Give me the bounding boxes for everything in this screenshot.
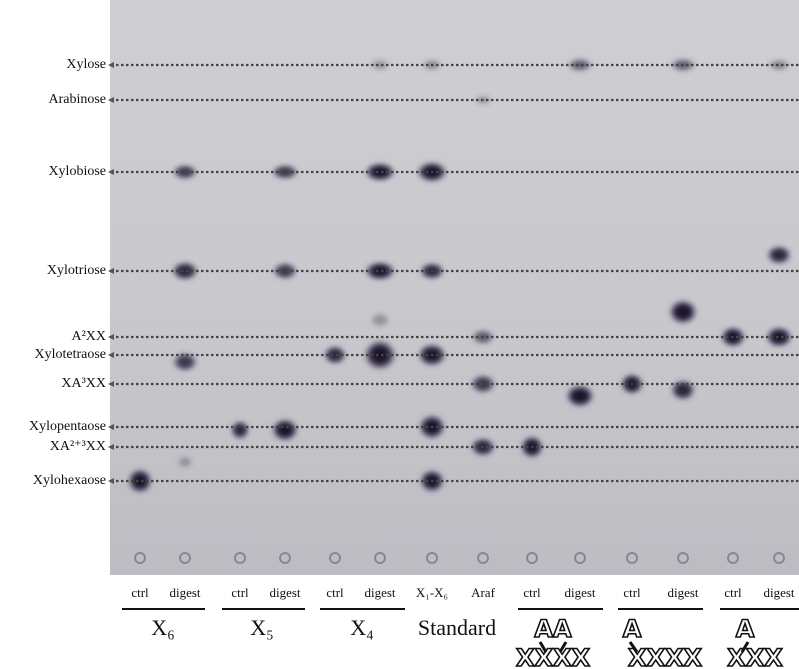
group-label: X₆ [151, 615, 175, 640]
spot [172, 352, 198, 372]
origin [626, 552, 638, 564]
lane-label: ctrl [724, 585, 742, 600]
lane-label: digest [364, 585, 395, 600]
lane-label: ctrl [523, 585, 541, 600]
structure-top: A [736, 615, 755, 643]
spot [271, 418, 299, 442]
spot [670, 379, 696, 401]
marker-arrow [108, 334, 114, 340]
spot [370, 59, 390, 71]
spot [370, 312, 390, 328]
marker-label: Xylohexaose [33, 473, 106, 488]
marker-label: Xylose [66, 57, 106, 72]
origin [179, 552, 191, 564]
spot [271, 164, 299, 180]
lane-label: ctrl [326, 585, 344, 600]
lane-label: ctrl [131, 585, 149, 600]
lane-label: X₁-X₆ [416, 585, 448, 600]
marker-arrow [108, 478, 114, 484]
spot [323, 345, 347, 365]
lane-label: digest [763, 585, 794, 600]
marker-arrow [108, 97, 114, 103]
spot [765, 326, 793, 348]
marker-arrow [108, 169, 114, 175]
lane-label: digest [667, 585, 698, 600]
spot [565, 384, 595, 408]
origin [677, 552, 689, 564]
origin [727, 552, 739, 564]
marker-label: Arabinose [48, 92, 106, 107]
spot [127, 468, 153, 494]
spot [230, 420, 250, 440]
marker-label: Xylotetraose [34, 347, 106, 362]
structure-top: AA [534, 615, 572, 643]
spot [177, 456, 193, 468]
marker-label: Xylopentaose [29, 419, 106, 434]
spot [766, 245, 792, 265]
origin [426, 552, 438, 564]
group-label: X₄ [350, 615, 374, 640]
structure-bottom: XXXX [516, 644, 591, 669]
origin [526, 552, 538, 564]
marker-label: Xylobiose [48, 164, 106, 179]
structure-bottom: XXX [727, 644, 783, 669]
lane-label: Araf [471, 585, 495, 600]
spot [172, 164, 198, 180]
marker-arrow [108, 352, 114, 358]
marker-arrow [108, 424, 114, 430]
marker-arrow [108, 268, 114, 274]
lane-label: ctrl [231, 585, 249, 600]
origin [773, 552, 785, 564]
marker-label: XA²⁺³XX [50, 439, 106, 454]
origin [477, 552, 489, 564]
spot [171, 261, 199, 281]
origin [279, 552, 291, 564]
tlc-plate [110, 0, 799, 575]
structure-top: A [623, 615, 642, 643]
lane-label: digest [564, 585, 595, 600]
origin [574, 552, 586, 564]
spot [272, 262, 298, 280]
structure-bottom: XXXX [628, 644, 703, 669]
lane-label: digest [169, 585, 200, 600]
group-label: X₅ [250, 615, 274, 640]
spot [363, 339, 397, 371]
lane-label: digest [269, 585, 300, 600]
spot [364, 261, 396, 281]
origin [329, 552, 341, 564]
origin [134, 552, 146, 564]
spot [567, 58, 593, 72]
origin [234, 552, 246, 564]
linkage [538, 641, 750, 653]
marker-arrow [108, 62, 114, 68]
lane-label: ctrl [623, 585, 641, 600]
group-label: Standard [418, 615, 496, 640]
spot [364, 162, 396, 182]
spot [768, 59, 790, 71]
marker-label: A²XX [71, 329, 106, 344]
spot [668, 299, 698, 325]
marker-arrow [108, 381, 114, 387]
marker-arrow [108, 444, 114, 450]
origin [374, 552, 386, 564]
marker-label: Xylotriose [47, 263, 106, 278]
marker-label: XA³XX [61, 376, 106, 391]
